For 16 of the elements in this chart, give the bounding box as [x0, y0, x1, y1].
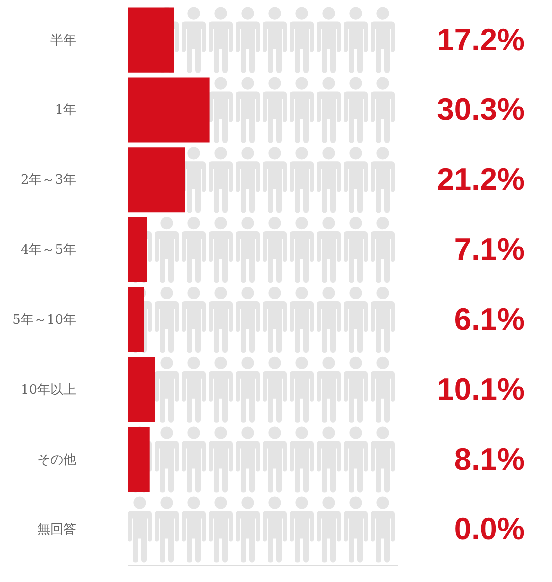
data-label: 10.1% — [437, 372, 525, 407]
data-label: 8.1% — [454, 442, 525, 477]
data-label: 21.2% — [437, 162, 525, 198]
y-tick-label: 10年以上 — [20, 382, 76, 398]
y-tick-label: 4年～5年 — [20, 243, 76, 258]
y-tick-label: 1年 — [55, 103, 76, 118]
y-tick-label: 無回答 — [38, 522, 76, 538]
y-tick-label: 2年～3年 — [20, 173, 76, 188]
y-tick-label: その他 — [38, 452, 76, 468]
data-label: 30.3% — [437, 92, 525, 128]
data-label: 7.1% — [454, 232, 525, 268]
data-label: 6.1% — [454, 302, 525, 337]
data-label: 17.2% — [437, 22, 525, 58]
y-tick-label: 半年 — [50, 33, 76, 48]
data-label: 0.0% — [454, 512, 525, 547]
y-tick-label: 5年～10年 — [12, 312, 76, 328]
